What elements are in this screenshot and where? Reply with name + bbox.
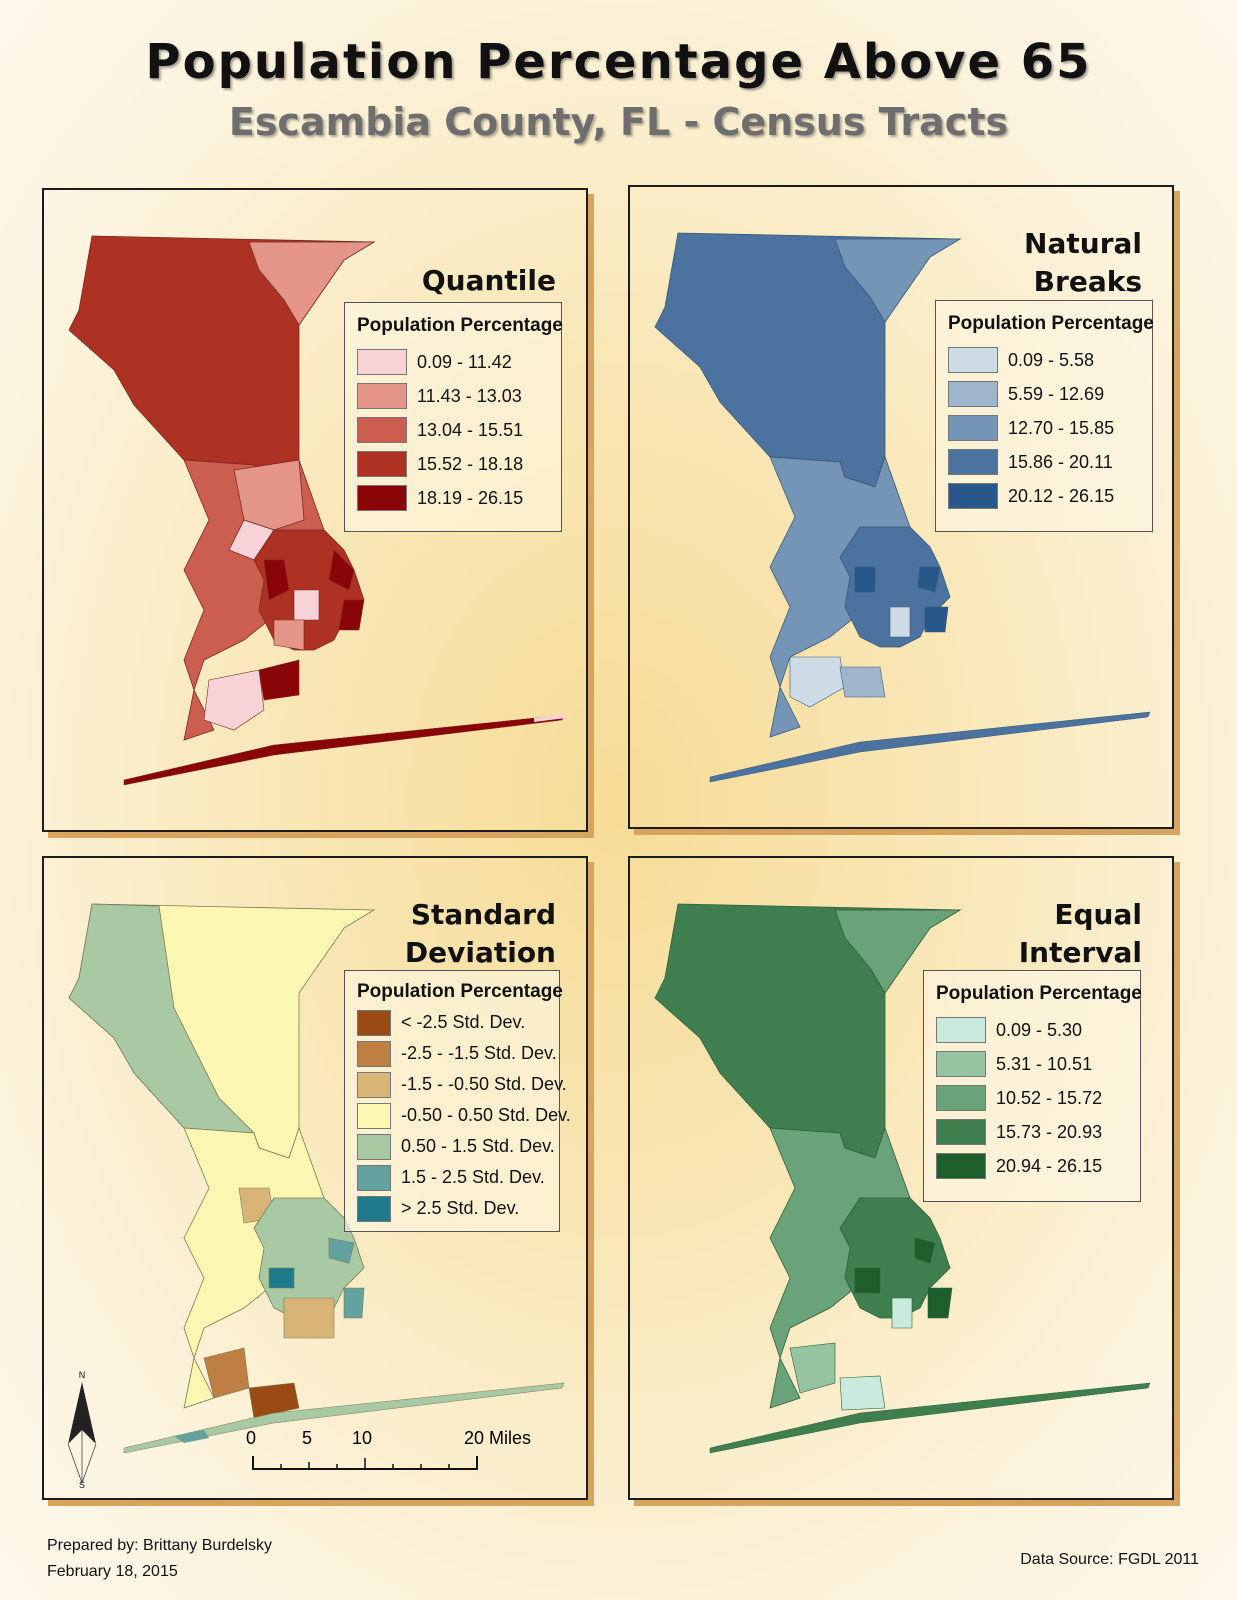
prepared-date: February 18, 2015 (47, 1563, 178, 1580)
legend-item: 5.31 - 10.51 (936, 1047, 1128, 1081)
legend-item: < -2.5 Std. Dev. (357, 1007, 547, 1038)
legend-item: -1.5 - -0.50 Std. Dev. (357, 1069, 567, 1100)
legend-swatch (357, 1195, 391, 1222)
legend-equal-interval: Population Percentage 0.09 - 5.30 5.31 -… (923, 970, 1142, 1202)
north-arrow-icon: N S (67, 1370, 97, 1488)
svg-text:S: S (79, 1480, 85, 1488)
legend-swatch (357, 349, 407, 375)
legend-swatch (936, 1051, 986, 1077)
legend-swatch (357, 1009, 391, 1036)
legend-item: > 2.5 Std. Dev. (357, 1193, 547, 1224)
scale-label-5: 5 (302, 1428, 313, 1448)
scale-label-20-miles: 20 Miles (464, 1428, 532, 1448)
legend-item: 13.04 - 15.51 (357, 413, 549, 447)
legend-item: 15.52 - 18.18 (357, 447, 549, 481)
legend-swatch (357, 1040, 391, 1067)
legend-swatch (357, 1102, 391, 1129)
scale-bar: 0 5 10 20 Miles (244, 1428, 544, 1478)
scale-label-10: 10 (352, 1428, 373, 1448)
legend-item: 0.50 - 1.5 Std. Dev. (357, 1131, 555, 1162)
panel-title: Quantile (421, 264, 556, 297)
legend-swatch (948, 415, 998, 441)
legend-swatch (936, 1119, 986, 1145)
legend-quantile: Population Percentage 0.09 - 11.42 11.43… (344, 302, 563, 532)
legend-swatch (357, 1071, 391, 1098)
legend-item: 15.86 - 20.11 (948, 445, 1140, 479)
prepared-by: Prepared by: Brittany Burdelsky (47, 1537, 272, 1554)
panel-natural-breaks: Natural Breaks Population Percentage 0.0… (628, 185, 1174, 829)
legend-item: 11.43 - 13.03 (357, 379, 549, 413)
county-map-equal-interval (654, 903, 1151, 1454)
legend-item: -0.50 - 0.50 Std. Dev. (357, 1100, 571, 1131)
legend-item: 18.19 - 26.15 (357, 481, 549, 515)
legend-item: 0.09 - 5.58 (948, 343, 1140, 377)
map-subtitle: Escambia County, FL - Census Tracts (228, 100, 1009, 144)
legend-swatch (357, 485, 407, 511)
legend-item: 20.12 - 26.15 (948, 479, 1140, 513)
legend-swatch (357, 451, 407, 477)
county-map-standard-deviation (68, 903, 565, 1454)
legend-item: 0.09 - 5.30 (936, 1013, 1128, 1047)
legend-swatch (936, 1153, 986, 1179)
map-title: Population Percentage Above 65 (145, 34, 1092, 90)
legend-swatch (357, 417, 407, 443)
legend-title: Population Percentage (948, 313, 1154, 334)
panel-standard-deviation: Standard Deviation Population Percentage… (42, 856, 588, 1500)
legend-swatch (357, 1133, 391, 1160)
legend-item: -2.5 - -1.5 Std. Dev. (357, 1038, 557, 1069)
legend-item: 15.73 - 20.93 (936, 1115, 1128, 1149)
legend-item: 12.70 - 15.85 (948, 411, 1140, 445)
legend-swatch (948, 381, 998, 407)
county-map-natural-breaks (654, 232, 1151, 783)
legend-swatch (936, 1017, 986, 1043)
legend-swatch (936, 1085, 986, 1111)
legend-title: Population Percentage (357, 981, 563, 1002)
legend-swatch (948, 449, 998, 475)
svg-text:N: N (79, 1370, 86, 1380)
legend-swatch (357, 1164, 391, 1191)
panel-quantile: Quantile Population Percentage 0.09 - 11… (42, 188, 588, 832)
legend-swatch (948, 347, 998, 373)
legend-item: 1.5 - 2.5 Std. Dev. (357, 1162, 547, 1193)
legend-title: Population Percentage (357, 315, 563, 336)
legend-title: Population Percentage (936, 983, 1142, 1004)
data-source: Data Source: FGDL 2011 (1020, 1551, 1199, 1568)
legend-item: 10.52 - 15.72 (936, 1081, 1128, 1115)
panel-equal-interval: Equal Interval Population Percentage 0.0… (628, 856, 1174, 1500)
legend-natural-breaks: Population Percentage 0.09 - 5.58 5.59 -… (935, 300, 1154, 532)
legend-standard-deviation: Population Percentage < -2.5 Std. Dev. -… (344, 970, 571, 1232)
panel-title: Natural Breaks (1024, 227, 1142, 298)
panel-title: Equal Interval (1018, 898, 1142, 969)
scale-label-0: 0 (246, 1428, 257, 1448)
panel-title: Standard Deviation (404, 898, 556, 969)
legend-item: 20.94 - 26.15 (936, 1149, 1128, 1183)
legend-swatch (948, 483, 998, 509)
legend-item: 0.09 - 11.42 (357, 345, 549, 379)
legend-item: 5.59 - 12.69 (948, 377, 1140, 411)
legend-swatch (357, 383, 407, 409)
county-map-quantile (68, 235, 566, 786)
